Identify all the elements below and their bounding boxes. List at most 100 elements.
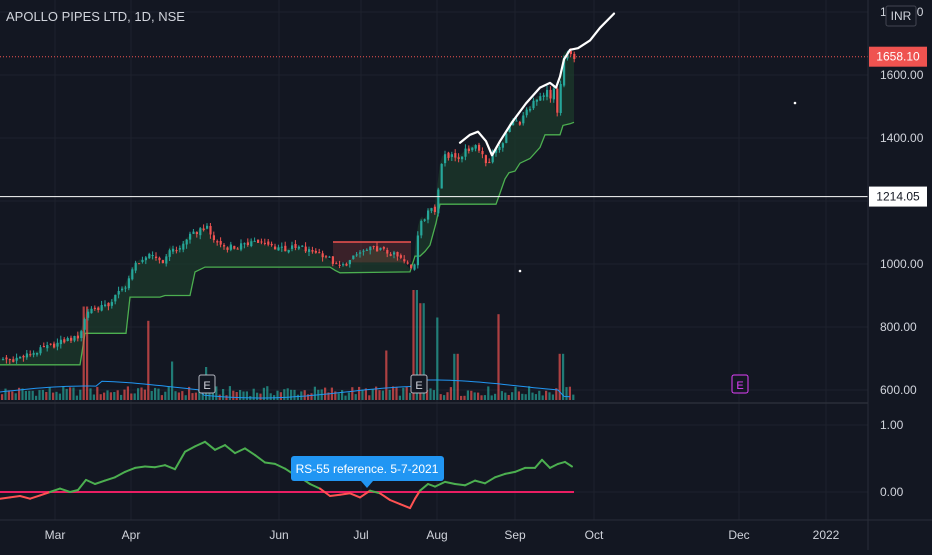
candle-body[interactable] bbox=[66, 338, 69, 341]
candle-body[interactable] bbox=[243, 243, 246, 245]
candle-body[interactable] bbox=[151, 255, 154, 256]
candle-body[interactable] bbox=[464, 148, 467, 157]
candle-body[interactable] bbox=[131, 269, 134, 280]
candle-body[interactable] bbox=[512, 121, 515, 126]
earnings-marker[interactable]: E bbox=[410, 374, 428, 394]
candle-body[interactable] bbox=[321, 253, 324, 258]
candle-body[interactable] bbox=[107, 302, 110, 307]
candle-body[interactable] bbox=[202, 228, 205, 231]
candle-body[interactable] bbox=[219, 241, 222, 245]
candle-body[interactable] bbox=[454, 153, 457, 158]
earnings-marker[interactable]: E bbox=[198, 374, 216, 394]
candle-body[interactable] bbox=[121, 288, 124, 291]
candle-body[interactable] bbox=[56, 342, 59, 347]
candle-body[interactable] bbox=[226, 247, 229, 250]
candle-body[interactable] bbox=[318, 252, 321, 254]
candle-body[interactable] bbox=[389, 254, 392, 256]
candle-body[interactable] bbox=[46, 345, 49, 349]
candle-body[interactable] bbox=[144, 257, 147, 261]
candle-body[interactable] bbox=[546, 89, 549, 97]
candle-body[interactable] bbox=[114, 294, 117, 302]
candle-body[interactable] bbox=[250, 241, 253, 246]
candle-body[interactable] bbox=[93, 307, 96, 309]
candle-body[interactable] bbox=[70, 337, 73, 341]
candle-body[interactable] bbox=[274, 246, 277, 250]
candle-body[interactable] bbox=[22, 355, 25, 358]
candle-body[interactable] bbox=[175, 250, 178, 252]
candle-body[interactable] bbox=[427, 210, 430, 220]
candle-body[interactable] bbox=[209, 226, 212, 235]
candle-body[interactable] bbox=[369, 246, 372, 251]
candle-body[interactable] bbox=[223, 245, 226, 247]
candle-body[interactable] bbox=[440, 163, 443, 189]
currency-badge[interactable]: INR bbox=[885, 5, 917, 27]
candle-body[interactable] bbox=[212, 235, 215, 241]
candle-body[interactable] bbox=[76, 335, 79, 339]
candle-body[interactable] bbox=[355, 254, 358, 256]
candle-body[interactable] bbox=[488, 162, 491, 164]
candle-body[interactable] bbox=[216, 241, 219, 243]
candle-body[interactable] bbox=[396, 252, 399, 257]
candle-body[interactable] bbox=[345, 263, 348, 266]
candle-body[interactable] bbox=[522, 115, 525, 124]
candle-body[interactable] bbox=[172, 248, 175, 252]
candle-body[interactable] bbox=[168, 250, 171, 257]
candle-body[interactable] bbox=[505, 133, 508, 143]
candle-body[interactable] bbox=[342, 264, 345, 266]
candle-body[interactable] bbox=[246, 242, 249, 245]
candle-body[interactable] bbox=[420, 221, 423, 236]
candle-body[interactable] bbox=[5, 357, 8, 360]
candle-body[interactable] bbox=[433, 206, 436, 212]
candle-body[interactable] bbox=[87, 311, 90, 318]
candle-body[interactable] bbox=[189, 233, 192, 240]
candle-body[interactable] bbox=[518, 121, 521, 125]
candle-body[interactable] bbox=[155, 256, 158, 258]
candle-body[interactable] bbox=[110, 302, 113, 306]
trend-curve-drawing[interactable] bbox=[458, 12, 616, 157]
candle-body[interactable] bbox=[403, 259, 406, 262]
candle-body[interactable] bbox=[491, 153, 494, 163]
candle-body[interactable] bbox=[515, 120, 518, 122]
candle-body[interactable] bbox=[338, 264, 341, 266]
candle-body[interactable] bbox=[236, 248, 239, 250]
candle-body[interactable] bbox=[556, 88, 559, 113]
candle-body[interactable] bbox=[124, 287, 127, 289]
candle-body[interactable] bbox=[301, 245, 304, 247]
candle-body[interactable] bbox=[80, 331, 83, 338]
candle-body[interactable] bbox=[535, 99, 538, 102]
candle-body[interactable] bbox=[104, 304, 107, 307]
candle-body[interactable] bbox=[471, 147, 474, 151]
candle-body[interactable] bbox=[444, 154, 447, 164]
candle-body[interactable] bbox=[8, 359, 11, 361]
candle-body[interactable] bbox=[117, 291, 120, 295]
candle-body[interactable] bbox=[178, 248, 181, 250]
candle-body[interactable] bbox=[542, 95, 545, 97]
candle-body[interactable] bbox=[192, 231, 195, 234]
candle-body[interactable] bbox=[376, 246, 379, 252]
candle-body[interactable] bbox=[416, 235, 419, 266]
candle-body[interactable] bbox=[182, 243, 185, 250]
candle-body[interactable] bbox=[379, 247, 382, 250]
candle-body[interactable] bbox=[352, 255, 355, 259]
candle-body[interactable] bbox=[36, 352, 39, 355]
candle-body[interactable] bbox=[240, 243, 243, 250]
candle-body[interactable] bbox=[90, 308, 93, 314]
candle-body[interactable] bbox=[362, 250, 365, 252]
candle-body[interactable] bbox=[148, 253, 151, 259]
candle-body[interactable] bbox=[573, 53, 576, 59]
candle-body[interactable] bbox=[447, 152, 450, 158]
candle-body[interactable] bbox=[185, 239, 188, 245]
candle-body[interactable] bbox=[158, 257, 161, 261]
candle-body[interactable] bbox=[382, 247, 385, 249]
candle-body[interactable] bbox=[97, 307, 100, 310]
candle-series[interactable] bbox=[2, 48, 576, 364]
candle-body[interactable] bbox=[478, 144, 481, 151]
candle-body[interactable] bbox=[233, 245, 236, 249]
candle-body[interactable] bbox=[495, 149, 498, 153]
candle-body[interactable] bbox=[206, 225, 209, 229]
candle-body[interactable] bbox=[294, 244, 297, 248]
candle-body[interactable] bbox=[359, 252, 362, 254]
candle-body[interactable] bbox=[532, 100, 535, 109]
candle-body[interactable] bbox=[393, 252, 396, 255]
